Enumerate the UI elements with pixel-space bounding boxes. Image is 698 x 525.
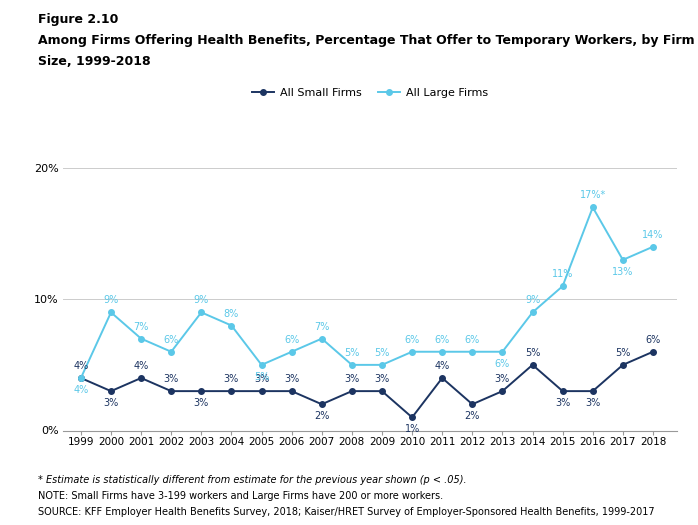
Text: 4%: 4%: [133, 361, 149, 371]
Text: 4%: 4%: [73, 361, 89, 371]
Text: 3%: 3%: [224, 374, 239, 384]
Text: 6%: 6%: [284, 335, 299, 345]
Text: 6%: 6%: [495, 359, 510, 369]
Text: NOTE: Small Firms have 3-199 workers and Large Firms have 200 or more workers.: NOTE: Small Firms have 3-199 workers and…: [38, 491, 443, 501]
Text: 2%: 2%: [314, 411, 329, 421]
Text: 5%: 5%: [615, 348, 630, 358]
Text: 3%: 3%: [555, 398, 570, 408]
Text: 3%: 3%: [495, 374, 510, 384]
Text: Figure 2.10: Figure 2.10: [38, 13, 119, 26]
Text: 3%: 3%: [585, 398, 600, 408]
Text: 3%: 3%: [194, 398, 209, 408]
Text: Size, 1999-2018: Size, 1999-2018: [38, 55, 151, 68]
Text: 6%: 6%: [646, 335, 660, 345]
Text: 7%: 7%: [133, 322, 149, 332]
Text: 13%: 13%: [612, 267, 634, 277]
Text: 9%: 9%: [103, 296, 119, 306]
Text: 6%: 6%: [404, 335, 419, 345]
Text: 3%: 3%: [374, 374, 389, 384]
Text: 2%: 2%: [465, 411, 480, 421]
Text: * Estimate is statistically different from estimate for the previous year shown : * Estimate is statistically different fr…: [38, 475, 467, 485]
Text: 8%: 8%: [224, 309, 239, 319]
Text: 7%: 7%: [314, 322, 329, 332]
Text: 6%: 6%: [435, 335, 450, 345]
Text: 9%: 9%: [194, 296, 209, 306]
Text: 4%: 4%: [73, 385, 89, 395]
Text: 5%: 5%: [374, 348, 389, 358]
Text: 6%: 6%: [465, 335, 480, 345]
Text: 11%: 11%: [552, 269, 573, 279]
Text: 6%: 6%: [163, 335, 179, 345]
Text: 9%: 9%: [525, 296, 540, 306]
Text: 1%: 1%: [404, 424, 419, 434]
Text: 3%: 3%: [284, 374, 299, 384]
Text: 4%: 4%: [435, 361, 450, 371]
Text: 3%: 3%: [103, 398, 119, 408]
Text: 14%: 14%: [642, 230, 664, 240]
Text: SOURCE: KFF Employer Health Benefits Survey, 2018; Kaiser/HRET Survey of Employe: SOURCE: KFF Employer Health Benefits Sur…: [38, 507, 655, 517]
Text: 5%: 5%: [344, 348, 359, 358]
Text: 3%: 3%: [344, 374, 359, 384]
Text: 5%: 5%: [525, 348, 540, 358]
Text: 3%: 3%: [254, 374, 269, 384]
Legend: All Small Firms, All Large Firms: All Small Firms, All Large Firms: [248, 84, 492, 103]
Text: 5%: 5%: [254, 372, 269, 382]
Text: 3%: 3%: [163, 374, 179, 384]
Text: Among Firms Offering Health Benefits, Percentage That Offer to Temporary Workers: Among Firms Offering Health Benefits, Pe…: [38, 34, 695, 47]
Text: 17%*: 17%*: [579, 191, 606, 201]
